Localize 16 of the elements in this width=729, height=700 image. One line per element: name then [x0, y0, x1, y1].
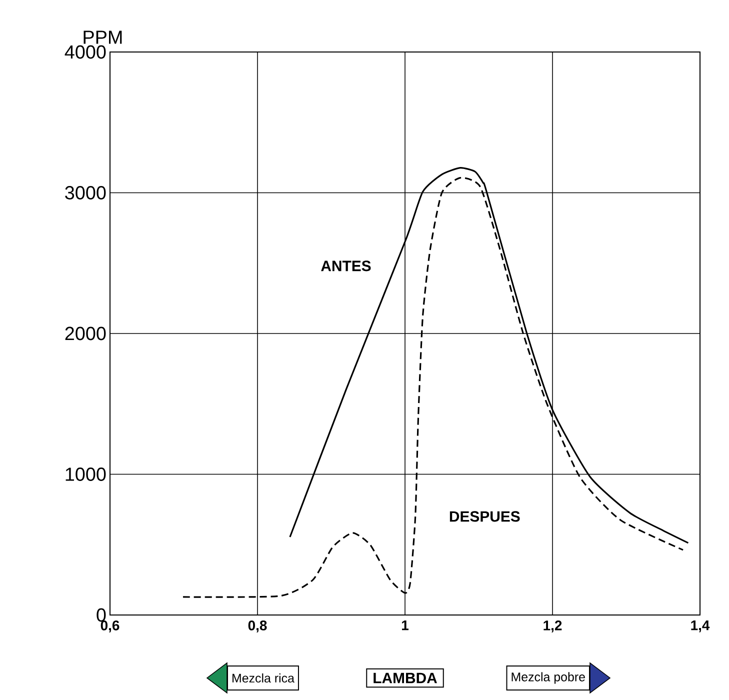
y-axis-title: PPM	[84, 30, 122, 44]
text: Mezcla pobre	[512, 672, 585, 684]
x-tick-label: 1,4	[691, 620, 710, 632]
x-tick-label: 0,8	[248, 620, 267, 632]
text: DESPUES	[450, 511, 520, 522]
series-label: ANTES	[321, 260, 371, 272]
y-tick-label: 4000	[64, 45, 106, 59]
text: Mezcla rica	[232, 673, 294, 683]
y-tick-label: 0	[96, 608, 106, 622]
x-axis-title: LAMBDA	[374, 672, 437, 684]
y-tick-label: 3000	[65, 186, 106, 200]
y-tick-label: 1000	[66, 468, 106, 481]
x-tick-label: 0,6	[100, 620, 120, 632]
x-tick-label: 1,2	[544, 620, 562, 632]
y-tick-label: 2000	[65, 326, 106, 340]
x-tick-label: 1	[402, 620, 409, 630]
